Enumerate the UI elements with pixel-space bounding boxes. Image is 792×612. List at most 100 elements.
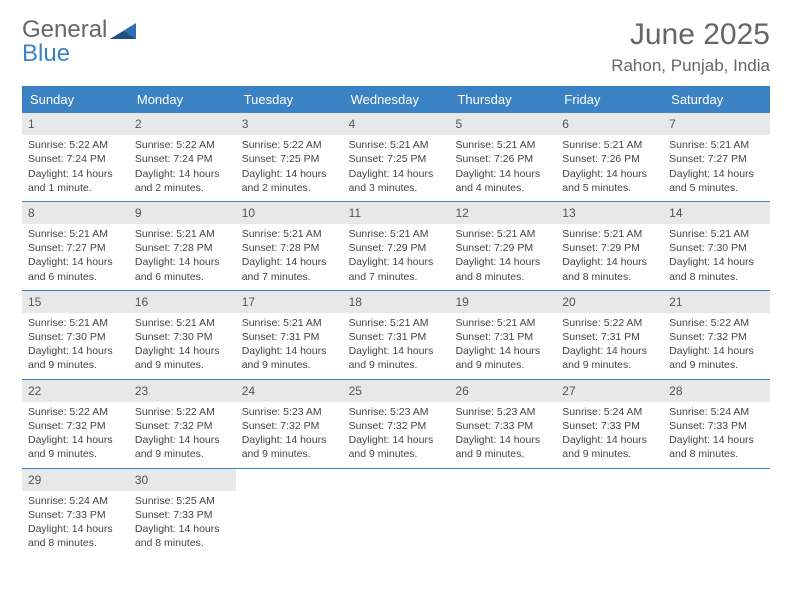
sunset-text: Sunset: 7:25 PM — [242, 152, 337, 166]
day-cell: 9 Sunrise: 5:21 AMSunset: 7:28 PMDaylight… — [129, 202, 236, 290]
daylight-text: Daylight: 14 hours and 6 minutes. — [135, 255, 230, 283]
sunrise-text: Sunrise: 5:21 AM — [135, 227, 230, 241]
daylight-text: Daylight: 14 hours and 9 minutes. — [455, 344, 550, 372]
sunset-text: Sunset: 7:30 PM — [135, 330, 230, 344]
day-cell: 3Sunrise: 5:22 AMSunset: 7:25 PMDaylight… — [236, 113, 343, 201]
day-cell: 17 Sunrise: 5:21 AMSunset: 7:31 PMDayligh… — [236, 291, 343, 379]
daylight-text: Daylight: 14 hours and 9 minutes. — [349, 344, 444, 372]
sunrise-text: Sunrise: 5:23 AM — [349, 405, 444, 419]
sunset-text: Sunset: 7:24 PM — [135, 152, 230, 166]
day-cell: 16Sunrise: 5:21 AMSunset: 7:30 PMDayligh… — [129, 291, 236, 379]
sunrise-text: Sunrise: 5:22 AM — [562, 316, 657, 330]
daylight-text: Daylight: 14 hours and 7 minutes. — [242, 255, 337, 283]
daylight-text: Daylight: 14 hours and 9 minutes. — [455, 433, 550, 461]
sunset-text: Sunset: 7:32 PM — [349, 419, 444, 433]
sunset-text: Sunset: 7:28 PM — [135, 241, 230, 255]
day-cell: 18Sunrise: 5:21 AMSunset: 7:31 PMDayligh… — [343, 291, 450, 379]
day-body: Sunrise: 5:22 AMSunset: 7:31 PMDaylight:… — [556, 313, 663, 379]
day-body: Sunrise: 5:23 AMSunset: 7:33 PMDaylight:… — [449, 402, 556, 468]
sunset-text: Sunset: 7:28 PM — [242, 241, 337, 255]
day-number: 20 — [556, 291, 663, 313]
day-cell: 11Sunrise: 5:21 AMSunset: 7:29 PMDayligh… — [343, 202, 450, 290]
day-cell: 10Sunrise: 5:21 AMSunset: 7:28 PMDayligh… — [236, 202, 343, 290]
day-number: 24 — [236, 380, 343, 402]
sunset-text: Sunset: 7:32 PM — [242, 419, 337, 433]
day-number: 19 — [449, 291, 556, 313]
sunrise-text: Sunrise: 5:24 AM — [28, 494, 123, 508]
daylight-text: Daylight: 14 hours and 8 minutes. — [669, 255, 764, 283]
day-body: Sunrise: 5:22 AMSunset: 7:24 PMDaylight:… — [22, 135, 129, 201]
day-number: 9 — [129, 202, 236, 224]
sunset-text: Sunset: 7:33 PM — [455, 419, 550, 433]
sunset-text: Sunset: 7:29 PM — [455, 241, 550, 255]
day-body: Sunrise: 5:21 AMSunset: 7:26 PMDaylight:… — [556, 135, 663, 201]
logo-word1: General — [22, 16, 107, 43]
day-number: 27 — [556, 380, 663, 402]
sunset-text: Sunset: 7:32 PM — [669, 330, 764, 344]
day-number: 17 — [236, 291, 343, 313]
day-number: 13 — [556, 202, 663, 224]
day-header-thu: Thursday — [449, 86, 556, 113]
day-header-mon: Monday — [129, 86, 236, 113]
header: General Blue June 2025 Rahon, Punjab, In… — [22, 18, 770, 76]
day-body: Sunrise: 5:21 AMSunset: 7:26 PMDaylight:… — [449, 135, 556, 201]
day-body: Sunrise: 5:22 AMSunset: 7:32 PMDaylight:… — [22, 402, 129, 468]
sunrise-text: Sunrise: 5:22 AM — [242, 138, 337, 152]
day-cell: 21Sunrise: 5:22 AMSunset: 7:32 PMDayligh… — [663, 291, 770, 379]
day-body: Sunrise: 5:21 AMSunset: 7:31 PMDaylight:… — [449, 313, 556, 379]
sunrise-text: Sunrise: 5:21 AM — [455, 316, 550, 330]
sunrise-text: Sunrise: 5:21 AM — [28, 227, 123, 241]
day-header-wed: Wednesday — [343, 86, 450, 113]
day-cell: 13Sunrise: 5:21 AMSunset: 7:29 PMDayligh… — [556, 202, 663, 290]
sunrise-text: Sunrise: 5:21 AM — [242, 316, 337, 330]
day-body: Sunrise: 5:21 AMSunset: 7:30 PMDaylight:… — [663, 224, 770, 290]
daylight-text: Daylight: 14 hours and 5 minutes. — [669, 167, 764, 195]
daylight-text: Daylight: 14 hours and 9 minutes. — [562, 344, 657, 372]
sunrise-text: Sunrise: 5:21 AM — [562, 227, 657, 241]
day-body: Sunrise: 5:21 AMSunset: 7:30 PMDaylight:… — [22, 313, 129, 379]
daylight-text: Daylight: 14 hours and 9 minutes. — [242, 344, 337, 372]
day-number: 26 — [449, 380, 556, 402]
day-header-sat: Saturday — [663, 86, 770, 113]
sunset-text: Sunset: 7:31 PM — [455, 330, 550, 344]
day-number: 18 — [343, 291, 450, 313]
sunset-text: Sunset: 7:25 PM — [349, 152, 444, 166]
sunrise-text: Sunrise: 5:22 AM — [135, 405, 230, 419]
sunset-text: Sunset: 7:29 PM — [562, 241, 657, 255]
daylight-text: Daylight: 14 hours and 2 minutes. — [135, 167, 230, 195]
sunset-text: Sunset: 7:32 PM — [135, 419, 230, 433]
day-number: 28 — [663, 380, 770, 402]
day-number: 5 — [449, 113, 556, 135]
daylight-text: Daylight: 14 hours and 9 minutes. — [28, 433, 123, 461]
day-cell: 14Sunrise: 5:21 AMSunset: 7:30 PMDayligh… — [663, 202, 770, 290]
sunrise-text: Sunrise: 5:22 AM — [135, 138, 230, 152]
daylight-text: Daylight: 14 hours and 6 minutes. — [28, 255, 123, 283]
location: Rahon, Punjab, India — [611, 56, 770, 76]
week-row: 29Sunrise: 5:24 AMSunset: 7:33 PMDayligh… — [22, 469, 770, 557]
day-cell: 28Sunrise: 5:24 AMSunset: 7:33 PMDayligh… — [663, 380, 770, 468]
day-cell — [236, 469, 343, 557]
daylight-text: Daylight: 14 hours and 2 minutes. — [242, 167, 337, 195]
day-body: Sunrise: 5:21 AMSunset: 7:29 PMDaylight:… — [556, 224, 663, 290]
sunrise-text: Sunrise: 5:24 AM — [562, 405, 657, 419]
day-cell: 25Sunrise: 5:23 AMSunset: 7:32 PMDayligh… — [343, 380, 450, 468]
day-cell: 15Sunrise: 5:21 AMSunset: 7:30 PMDayligh… — [22, 291, 129, 379]
day-cell: 4Sunrise: 5:21 AMSunset: 7:25 PMDaylight… — [343, 113, 450, 201]
day-header-sun: Sunday — [22, 86, 129, 113]
day-body: Sunrise: 5:22 AMSunset: 7:32 PMDaylight:… — [663, 313, 770, 379]
daylight-text: Daylight: 14 hours and 9 minutes. — [349, 433, 444, 461]
sunrise-text: Sunrise: 5:23 AM — [455, 405, 550, 419]
day-body: Sunrise: 5:22 AMSunset: 7:24 PMDaylight:… — [129, 135, 236, 201]
day-header-fri: Friday — [556, 86, 663, 113]
day-cell: 24Sunrise: 5:23 AMSunset: 7:32 PMDayligh… — [236, 380, 343, 468]
day-cell — [556, 469, 663, 557]
day-header-row: Sunday Monday Tuesday Wednesday Thursday… — [22, 86, 770, 113]
week-row: 1Sunrise: 5:22 AMSunset: 7:24 PMDaylight… — [22, 113, 770, 202]
weeks-container: 1Sunrise: 5:22 AMSunset: 7:24 PMDaylight… — [22, 113, 770, 556]
day-body: Sunrise: 5:24 AMSunset: 7:33 PMDaylight:… — [556, 402, 663, 468]
sunset-text: Sunset: 7:31 PM — [242, 330, 337, 344]
day-cell: 12Sunrise: 5:21 AMSunset: 7:29 PMDayligh… — [449, 202, 556, 290]
day-body: Sunrise: 5:21 AMSunset: 7:27 PMDaylight:… — [663, 135, 770, 201]
title-block: June 2025 Rahon, Punjab, India — [611, 18, 770, 76]
day-cell — [663, 469, 770, 557]
